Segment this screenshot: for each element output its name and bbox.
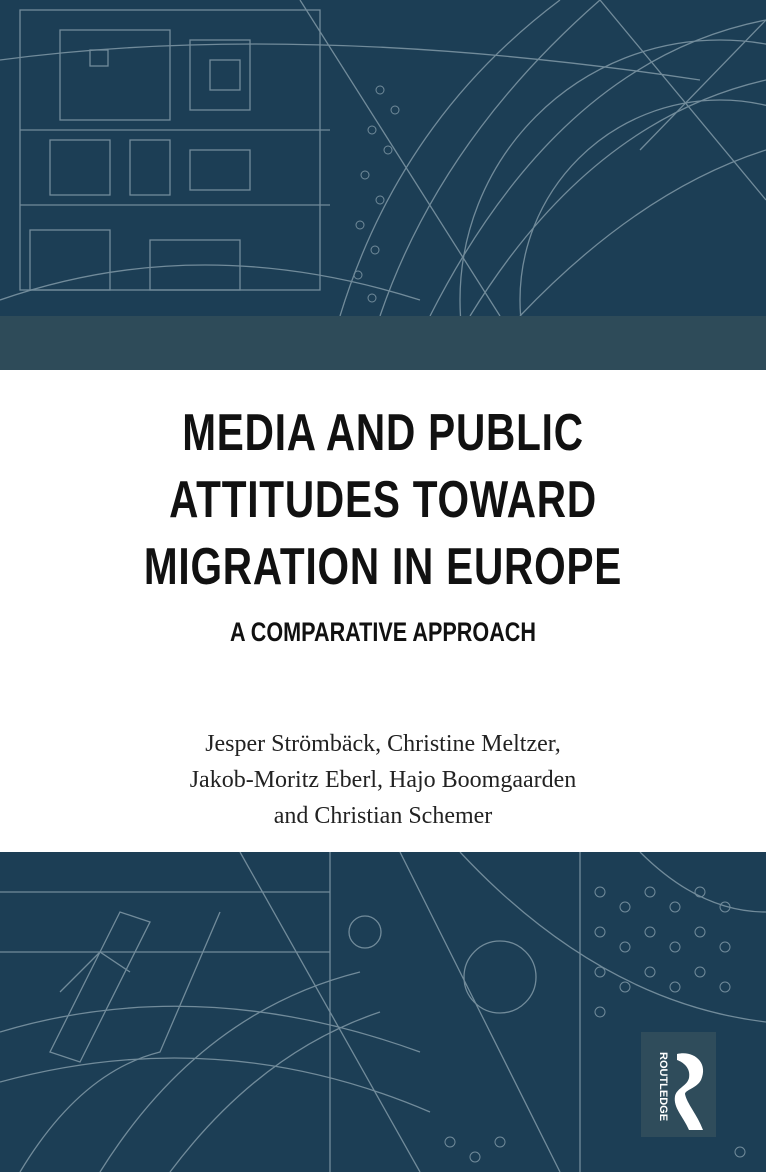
title-line: MIGRATION IN EUROPE (143, 538, 623, 596)
routledge-logo: ROUTLEDGE (641, 1032, 716, 1137)
authors: Jesper Strömbäck, Christine Meltzer, Jak… (0, 726, 766, 834)
title-panel: MEDIA AND PUBLIC ATTITUDES TOWARD MIGRAT… (0, 370, 766, 852)
book-title: MEDIA AND PUBLIC ATTITUDES TOWARD MIGRAT… (0, 400, 766, 601)
architectural-drawing-bottom (0, 852, 766, 1172)
author-line: Jakob-Moritz Eberl, Hajo Boomgaarden (189, 767, 577, 793)
author-line: Jesper Strömbäck, Christine Meltzer, (205, 731, 561, 757)
title-line: ATTITUDES TOWARD (169, 471, 597, 529)
cover-band (0, 316, 766, 370)
svg-text:ROUTLEDGE: ROUTLEDGE (657, 1052, 669, 1121)
routledge-r-logo-icon: ROUTLEDGE (657, 1052, 704, 1130)
title-line: MEDIA AND PUBLIC (182, 404, 584, 462)
architectural-drawing-top (0, 0, 766, 316)
book-subtitle: A COMPARATIVE APPROACH (229, 617, 537, 647)
author-line: and Christian Schemer (273, 803, 493, 829)
